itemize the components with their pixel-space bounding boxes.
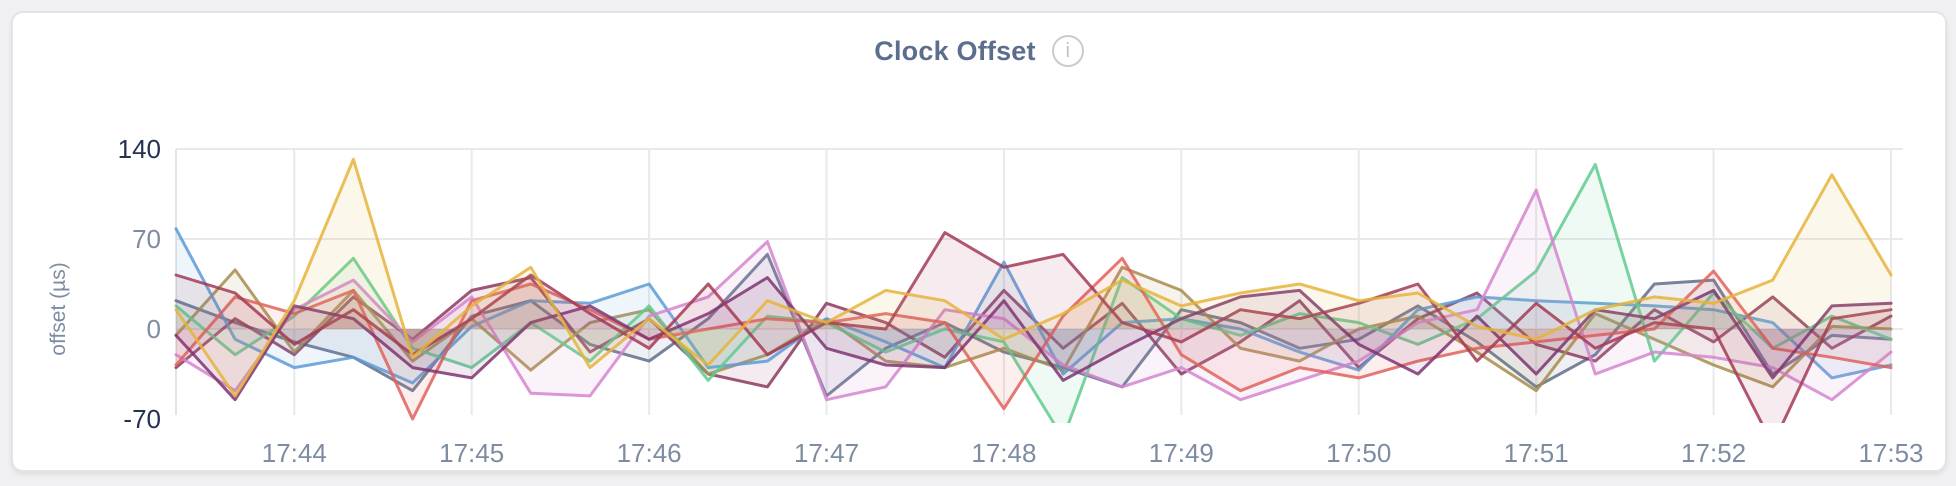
x-tick-label: 17:47 (794, 438, 859, 468)
series-line-gold (174, 157, 1893, 398)
x-tick-label: 17:51 (1504, 438, 1569, 468)
page-title: Clock Offset (874, 35, 1036, 66)
y-tick-label: -70 (123, 404, 161, 434)
series-area-green (176, 164, 1891, 423)
x-tick-label: 17:44 (262, 438, 327, 468)
x-tick-label: 17:49 (1149, 438, 1214, 468)
y-tick-label: 140 (118, 134, 161, 164)
series-area-berry (176, 277, 1891, 387)
series-area-olive (176, 267, 1891, 391)
gridlines (175, 148, 1903, 415)
series-line-blue (174, 227, 1893, 385)
x-tick-label: 17:50 (1326, 438, 1391, 468)
x-axis-labels: 17:44 17:45 17:46 17:47 17:48 17:49 17:50 17:51… (262, 438, 1924, 468)
series-line-green (174, 162, 1893, 423)
series-line-wine (174, 231, 1893, 423)
y-tick-label: 70 (132, 224, 161, 254)
x-tick-label: 17:52 (1681, 438, 1746, 468)
chart-header: Clock Offset i (13, 29, 1945, 73)
info-icon[interactable]: i (1051, 35, 1084, 67)
y-axis-title: offset (µs) (47, 262, 70, 355)
x-tick-label: 17:48 (971, 438, 1036, 468)
y-axis-labels: 140 70 0 -70 (118, 134, 161, 434)
series-lines (174, 157, 1893, 423)
series-line-red (174, 256, 1893, 421)
x-tick-label: 17:46 (617, 438, 682, 468)
series-line-plum (174, 276, 1893, 402)
series-area-pink (176, 190, 1891, 400)
series-area-slate (176, 254, 1891, 396)
series-area-gold (176, 159, 1891, 396)
x-tick-label: 17:53 (1858, 438, 1923, 468)
x-tick-label: 17:45 (439, 438, 504, 468)
chart-card: Clock Offset i 140 70 0 -70 17:44 17:45 17:46 1… (11, 11, 1947, 472)
y-tick-label: 0 (147, 314, 161, 344)
